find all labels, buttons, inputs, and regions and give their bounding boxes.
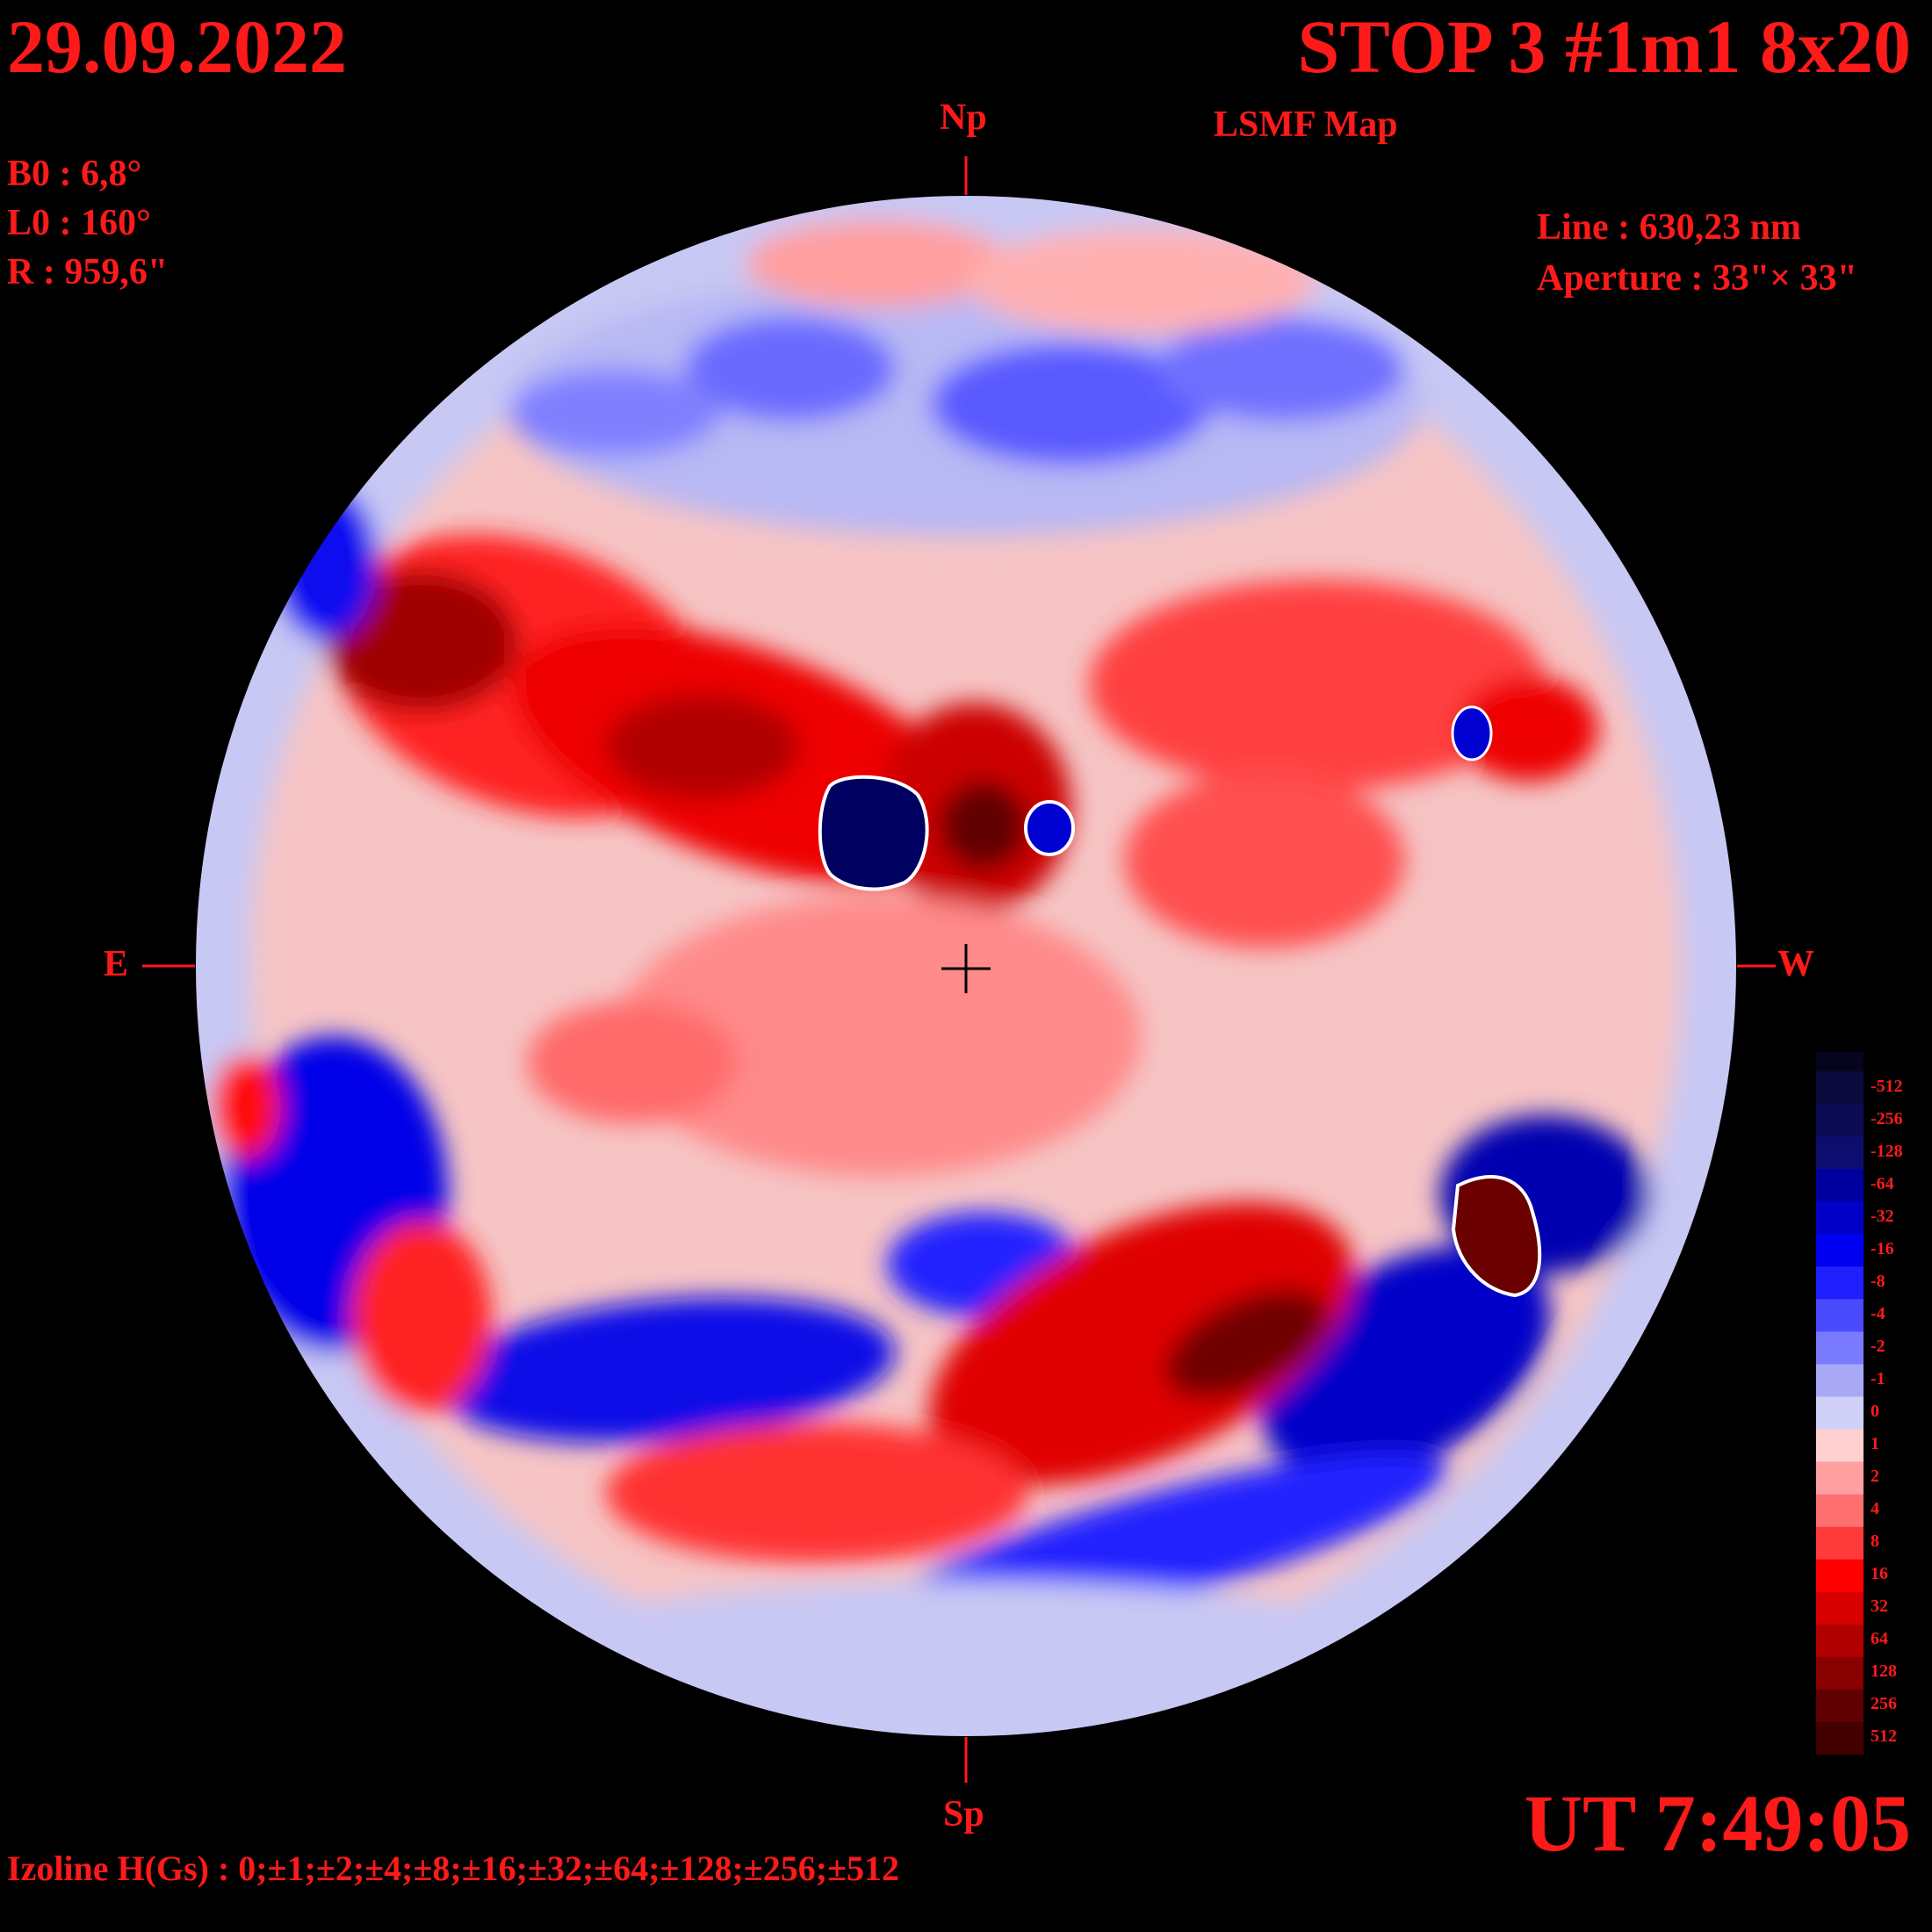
colorbar-label: 0 — [1871, 1402, 1879, 1421]
colorbar-segment — [1816, 1656, 1864, 1690]
colorbar-label: 512 — [1871, 1727, 1897, 1747]
universal-time: UT 7:49:05 — [1524, 1778, 1911, 1868]
north-pole-label: Np — [940, 97, 987, 138]
sunspot-positive — [1451, 1175, 1542, 1298]
sunspot-negative — [818, 775, 929, 891]
colorbar-segment — [1816, 1624, 1864, 1658]
observation-date: 29.09.2022 — [7, 4, 347, 89]
colorbar-label: -8 — [1871, 1271, 1885, 1291]
spectral-line: Line : 630,23 nm — [1537, 207, 1802, 248]
izoline-legend: Izoline H(Gs) : 0;±1;±2;±4;±8;±16;±32;±6… — [7, 1849, 900, 1888]
colorbar-label: 256 — [1871, 1694, 1897, 1714]
colorbar-segment — [1816, 1559, 1864, 1593]
colorbar-label: 16 — [1871, 1564, 1888, 1584]
solar-parameters: B0 : 6,8° L0 : 160° R : 959,6" — [7, 149, 168, 297]
radius-param: R : 959,6" — [7, 252, 169, 292]
colorbar-label: 4 — [1871, 1499, 1879, 1519]
colorbar-label: 8 — [1871, 1532, 1879, 1552]
colorbar-segment — [1816, 1136, 1864, 1170]
colorbar-label: -2 — [1871, 1336, 1885, 1356]
colorbar-segment — [1816, 1461, 1864, 1496]
colorbar-label: -32 — [1871, 1206, 1894, 1226]
center-crosshair — [941, 944, 991, 993]
colorbar-segment — [1816, 1234, 1864, 1267]
l0-param: L0 : 160° — [7, 203, 151, 243]
colorbar-label: 128 — [1871, 1662, 1897, 1682]
map-subtitle: LSMF Map — [1214, 105, 1398, 145]
colorbar-label: -16 — [1871, 1238, 1894, 1258]
colorbar-segment — [1816, 1526, 1864, 1561]
colorbar-segment — [1816, 1494, 1864, 1528]
colorbar-segment — [1816, 1071, 1864, 1105]
colorbar — [1816, 1052, 1864, 1755]
east-label: E — [104, 944, 129, 984]
colorbar-label: -128 — [1871, 1141, 1903, 1161]
b0-param: B0 : 6,8° — [7, 154, 142, 194]
small-negative-spot — [1024, 800, 1075, 856]
colorbar-labels: -512 -256 -128 -64 -32 -16 -8 -4 -2 -1 0 1 2 4 8 16 32 64… — [1871, 1052, 1923, 1755]
colorbar-segment — [1816, 1721, 1864, 1755]
aperture: Aperture : 33"× 33" — [1537, 258, 1857, 299]
colorbar-label: 64 — [1871, 1629, 1888, 1649]
colorbar-segment — [1816, 1169, 1864, 1202]
colorbar-label: 2 — [1871, 1467, 1879, 1487]
colorbar-segment — [1816, 1331, 1864, 1365]
west-label: W — [1777, 944, 1814, 984]
colorbar-label: -1 — [1871, 1368, 1885, 1388]
colorbar-label: -64 — [1871, 1173, 1894, 1193]
colorbar-top-cap — [1816, 1052, 1864, 1071]
south-pole-label: Sp — [943, 1794, 984, 1835]
colorbar-label: -256 — [1871, 1108, 1903, 1128]
colorbar-segment — [1816, 1364, 1864, 1397]
map-title: STOP 3 #1m1 8x20 — [1297, 4, 1911, 89]
colorbar-segment — [1816, 1299, 1864, 1332]
colorbar-segment — [1816, 1201, 1864, 1235]
colorbar-label: 1 — [1871, 1434, 1879, 1454]
colorbar-segment — [1816, 1429, 1864, 1463]
colorbar-label: -512 — [1871, 1076, 1903, 1096]
colorbar-segment — [1816, 1689, 1864, 1723]
colorbar-segment — [1816, 1104, 1864, 1137]
instrument-info: Line : 630,23 nm Aperture : 33"× 33" — [1537, 202, 1857, 304]
colorbar-label: -4 — [1871, 1303, 1885, 1323]
colorbar-segment — [1816, 1266, 1864, 1300]
colorbar-segment — [1816, 1591, 1864, 1626]
magnetic-field-map — [195, 195, 1737, 1737]
small-negative-spot-west — [1451, 705, 1493, 761]
colorbar-segment — [1816, 1396, 1864, 1431]
colorbar-label: 32 — [1871, 1597, 1888, 1617]
